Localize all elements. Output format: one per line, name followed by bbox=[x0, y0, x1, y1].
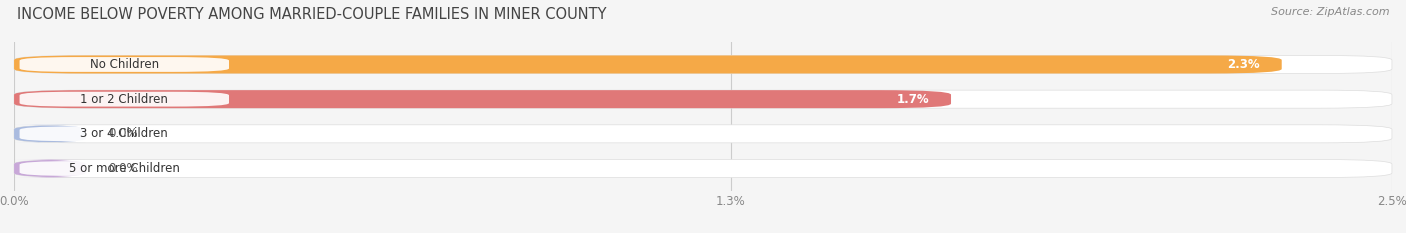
Text: 3 or 4 Children: 3 or 4 Children bbox=[80, 127, 169, 140]
Text: 0.0%: 0.0% bbox=[108, 127, 138, 140]
FancyBboxPatch shape bbox=[14, 90, 950, 108]
Text: 5 or more Children: 5 or more Children bbox=[69, 162, 180, 175]
FancyBboxPatch shape bbox=[14, 125, 1392, 143]
Text: 1 or 2 Children: 1 or 2 Children bbox=[80, 93, 169, 106]
FancyBboxPatch shape bbox=[14, 55, 1282, 73]
FancyBboxPatch shape bbox=[14, 55, 1392, 73]
FancyBboxPatch shape bbox=[14, 90, 1392, 108]
Text: 2.3%: 2.3% bbox=[1227, 58, 1260, 71]
Text: 0.0%: 0.0% bbox=[108, 162, 138, 175]
FancyBboxPatch shape bbox=[20, 92, 229, 106]
FancyBboxPatch shape bbox=[14, 160, 1392, 178]
FancyBboxPatch shape bbox=[14, 160, 86, 178]
Text: Source: ZipAtlas.com: Source: ZipAtlas.com bbox=[1271, 7, 1389, 17]
Text: INCOME BELOW POVERTY AMONG MARRIED-COUPLE FAMILIES IN MINER COUNTY: INCOME BELOW POVERTY AMONG MARRIED-COUPL… bbox=[17, 7, 606, 22]
FancyBboxPatch shape bbox=[20, 57, 229, 72]
FancyBboxPatch shape bbox=[20, 127, 229, 141]
Text: No Children: No Children bbox=[90, 58, 159, 71]
FancyBboxPatch shape bbox=[20, 161, 229, 176]
FancyBboxPatch shape bbox=[14, 125, 86, 143]
Text: 1.7%: 1.7% bbox=[897, 93, 929, 106]
